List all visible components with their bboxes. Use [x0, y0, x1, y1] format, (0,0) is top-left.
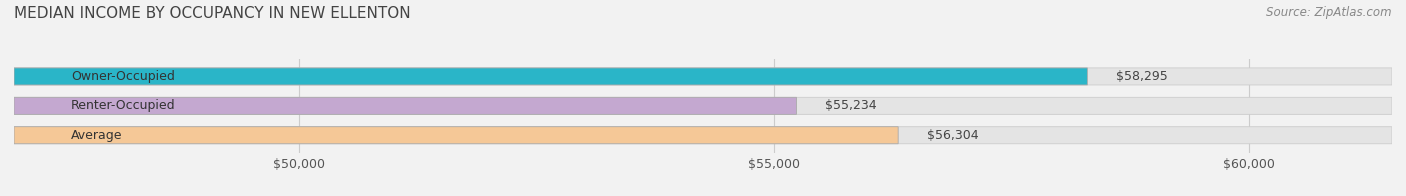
FancyBboxPatch shape	[14, 127, 1392, 144]
FancyBboxPatch shape	[14, 68, 1087, 85]
FancyBboxPatch shape	[14, 68, 1392, 85]
Text: $55,234: $55,234	[825, 99, 876, 112]
Text: Source: ZipAtlas.com: Source: ZipAtlas.com	[1267, 6, 1392, 19]
Text: MEDIAN INCOME BY OCCUPANCY IN NEW ELLENTON: MEDIAN INCOME BY OCCUPANCY IN NEW ELLENT…	[14, 6, 411, 21]
FancyBboxPatch shape	[14, 127, 898, 144]
FancyBboxPatch shape	[14, 97, 797, 114]
Text: $56,304: $56,304	[927, 129, 979, 142]
FancyBboxPatch shape	[14, 97, 1392, 114]
Text: Owner-Occupied: Owner-Occupied	[72, 70, 174, 83]
Text: Renter-Occupied: Renter-Occupied	[72, 99, 176, 112]
Text: $58,295: $58,295	[1116, 70, 1167, 83]
Text: Average: Average	[72, 129, 122, 142]
